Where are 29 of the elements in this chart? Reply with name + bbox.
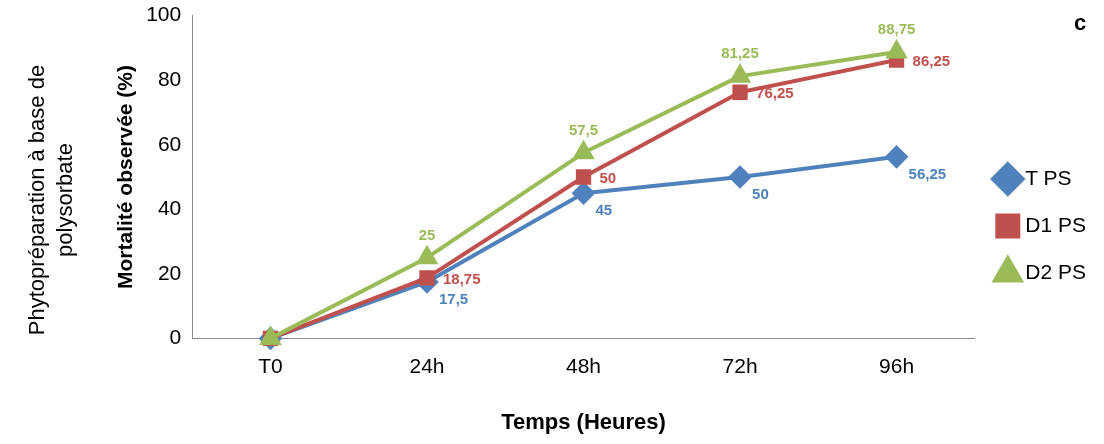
data-label: 25	[418, 225, 436, 243]
y-tick-label: 40	[157, 196, 182, 220]
data-label: 18,75	[443, 270, 481, 288]
legend-label: D2 PS	[1025, 259, 1087, 283]
y-tick-label: 0	[169, 325, 182, 349]
data-label: 45	[595, 201, 613, 219]
x-tick-label: T0	[258, 353, 283, 377]
text: c	[1073, 10, 1087, 36]
data-label: 86,25	[912, 52, 951, 70]
data-label: 81,25	[721, 44, 759, 62]
y-tick-label: 60	[157, 131, 182, 155]
text: Phytopréparation à base de polysorbate	[24, 64, 78, 336]
x-tick-label: 72h	[722, 353, 758, 377]
data-label: 50	[599, 169, 617, 187]
y-tick-label: 20	[157, 260, 182, 284]
x-tick-label: 96h	[879, 353, 915, 377]
x-axis-title: Temps (Heures)	[501, 408, 666, 434]
data-label: 88,75	[877, 20, 916, 38]
y-axis-title: Mortalité observée (%)	[113, 64, 137, 290]
legend-label: D1 PS	[1025, 212, 1087, 236]
legend-label: T PS	[1025, 165, 1072, 189]
data-label: 57,5	[568, 120, 599, 138]
data-label: 50	[752, 185, 769, 203]
x-tick-label: 48h	[566, 353, 602, 377]
y-tick-label: 100	[146, 2, 182, 26]
y-tick-label: 80	[157, 66, 182, 90]
x-tick-label: 24h	[409, 353, 445, 377]
data-label: 17,5	[439, 290, 469, 308]
data-label: 56,25	[908, 164, 947, 182]
